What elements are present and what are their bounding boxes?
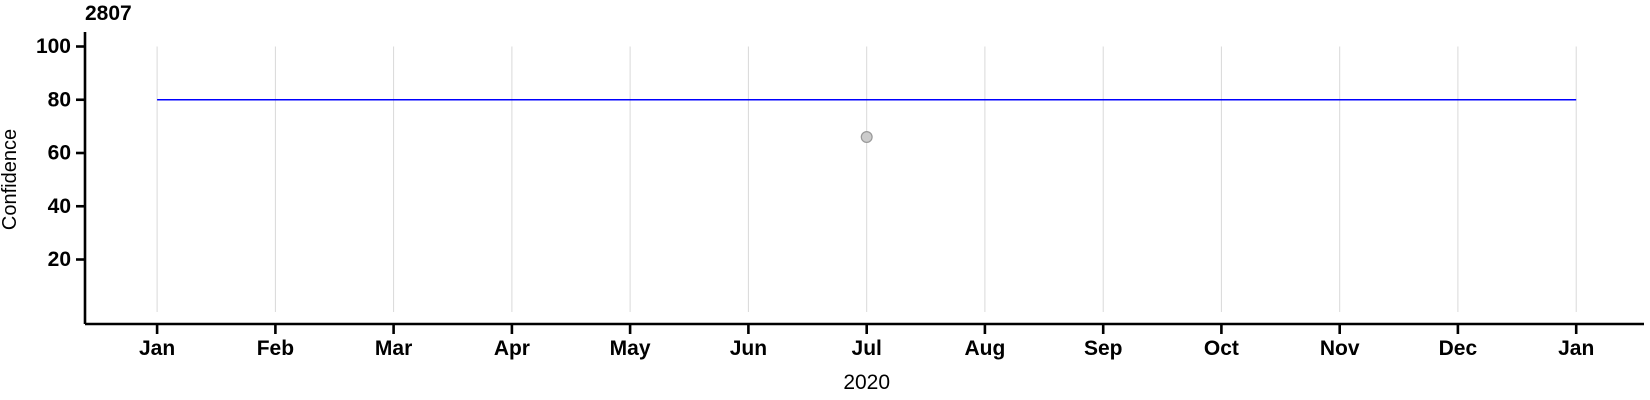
svg-text:Aug: Aug [964,337,1005,360]
svg-text:20: 20 [48,248,71,271]
svg-text:2020: 2020 [843,371,890,394]
svg-text:Dec: Dec [1439,337,1478,360]
svg-text:2807: 2807 [85,2,132,25]
svg-text:Sep: Sep [1084,337,1123,360]
svg-text:May: May [610,337,651,360]
svg-text:40: 40 [48,195,71,218]
svg-text:80: 80 [48,88,71,111]
svg-text:Mar: Mar [375,337,412,360]
svg-text:Jun: Jun [730,337,767,360]
svg-text:Feb: Feb [257,337,294,360]
svg-text:100: 100 [36,35,71,58]
svg-text:Nov: Nov [1320,337,1360,360]
svg-text:Jan: Jan [1558,337,1594,360]
svg-text:Jan: Jan [139,337,175,360]
svg-text:Apr: Apr [494,337,530,360]
svg-text:Confidence: Confidence [0,129,21,230]
svg-text:60: 60 [48,142,71,165]
svg-text:Jul: Jul [852,337,882,360]
svg-text:Oct: Oct [1204,337,1239,360]
